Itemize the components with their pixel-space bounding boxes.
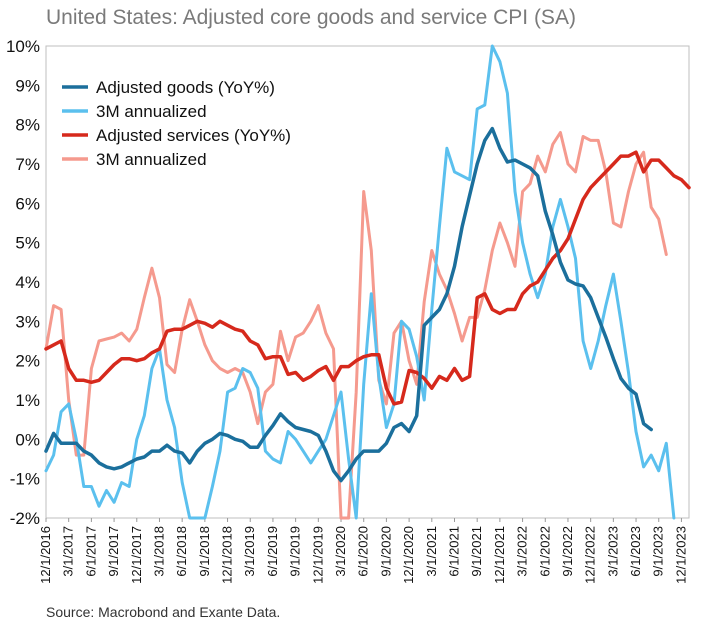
goods-yoy-line [44,126,653,483]
x-tick-label: 9/1/2018 [197,526,212,577]
x-tick-label: 12/1/2021 [492,526,507,584]
x-tick-label: 3/1/2020 [333,526,348,577]
x-tick-label: 9/1/2021 [469,526,484,577]
x-tick-label: 12/1/2022 [583,526,598,584]
x-tick-label: 3/1/2017 [61,526,76,577]
services-3m-line [44,131,668,520]
y-tick-label: 8% [15,116,40,135]
x-tick-label: 3/1/2018 [151,526,166,577]
y-tick-label: 5% [15,234,40,253]
chart-title: United States: Adjusted core goods and s… [46,6,576,29]
x-tick-label: 3/1/2019 [242,526,257,577]
y-tick-label: 3% [15,312,40,331]
legend-label: 3M annualized [96,102,207,121]
legend: Adjusted goods (YoY%) 3M annualized Adjust… [62,78,291,169]
y-tick-label: 1% [15,391,40,410]
legend-label: Adjusted goods (YoY%) [96,78,275,97]
x-tick-label: 3/1/2022 [515,526,530,577]
x-tick-label: 6/1/2023 [628,526,643,577]
chart-svg: -2% -1% 0% 1% 2% 3% 4% 5% 6% 7% 8% 9% 10% 12/1/2016 3… [6,37,691,584]
x-tick-label: 12/1/2019 [310,526,325,584]
x-tick-label: 6/1/2022 [537,526,552,577]
x-tick-label: 9/1/2022 [560,526,575,577]
x-tick-label: 9/1/2017 [106,526,121,577]
y-tick-label: 9% [15,76,40,95]
x-tick-label: 6/1/2017 [83,526,98,577]
series-lines [44,44,691,520]
y-tick-label: 7% [15,155,40,174]
y-tick-label: 4% [15,273,40,292]
y-axis-ticks: -2% -1% 0% 1% 2% 3% 4% 5% 6% 7% 8% 9% 10% [6,37,40,528]
source-note: Source: Macrobond and Exante Data. [46,604,281,620]
services-yoy-line [44,150,691,406]
plot-area [45,45,690,519]
y-tick-label: 0% [15,430,40,449]
y-tick-label: -1% [10,470,40,489]
y-tick-label: -2% [10,509,40,528]
x-tick-label: 6/1/2019 [265,526,280,577]
x-tick-label: 12/1/2017 [129,526,144,584]
x-tick-label: 12/1/2016 [38,526,53,584]
x-tick-label: 3/1/2023 [605,526,620,577]
x-tick-label: 6/1/2020 [356,526,371,577]
x-tick-label: 6/1/2021 [446,526,461,577]
x-tick-label: 9/1/2019 [288,526,303,577]
y-tick-label: 10% [6,37,40,56]
legend-label: 3M annualized [96,150,207,169]
legend-label: Adjusted services (YoY%) [96,126,291,145]
x-axis-ticks: 12/1/2016 3/1/2017 6/1/2017 9/1/2017 12/1/20… [38,518,688,584]
y-tick-label: 2% [15,352,40,371]
x-tick-label: 9/1/2023 [651,526,666,577]
x-tick-label: 12/1/2023 [673,526,688,584]
y-tick-label: 6% [15,194,40,213]
x-tick-label: 6/1/2018 [174,526,189,577]
x-tick-label: 9/1/2020 [378,526,393,577]
x-tick-label: 12/1/2018 [220,526,235,584]
plot-frame [45,45,690,519]
x-tick-label: 3/1/2021 [424,526,439,577]
x-tick-label: 12/1/2020 [401,526,416,584]
